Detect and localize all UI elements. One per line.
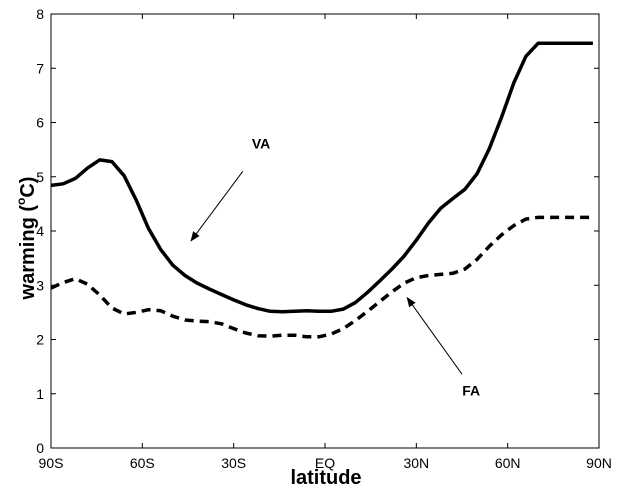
series-layer	[50, 41, 593, 339]
annotations: VA FA	[190, 136, 480, 398]
annotation-label-va: VA	[252, 136, 270, 152]
annotation-label-fa: FA	[462, 382, 480, 398]
svg-text:warming (oC): warming (oC)	[14, 177, 39, 301]
x-tick-label: 30S	[221, 455, 246, 471]
y-tick-label: 2	[36, 332, 44, 348]
series-line-fa	[50, 215, 593, 339]
y-axis-title-degree: o	[14, 198, 28, 205]
annotation-arrow-fa	[406, 296, 463, 375]
x-tick-label: 60N	[495, 455, 521, 471]
y-axis: 0 1 2 3 4 5 6 7 8	[36, 6, 599, 456]
y-axis-title-unit: C)	[17, 177, 39, 198]
x-tick-label: 60S	[130, 455, 155, 471]
annotation-arrow-va	[190, 171, 244, 242]
y-tick-label: 4	[36, 223, 44, 239]
x-tick-label: EQ	[315, 455, 335, 471]
y-axis-title-main: warming (	[17, 205, 39, 301]
x-axis: 90S 60S 30S EQ 30N 60N 90N	[39, 14, 612, 471]
y-tick-label: 7	[36, 60, 44, 76]
x-tick-label: 90N	[586, 455, 612, 471]
y-axis-title: warming (oC)	[14, 177, 39, 301]
y-tick-label: 0	[36, 440, 44, 456]
y-tick-label: 6	[36, 115, 44, 131]
y-tick-label: 1	[36, 386, 44, 402]
x-tick-label: 90S	[39, 455, 64, 471]
y-tick-label: 5	[36, 169, 44, 185]
x-tick-label: 30N	[403, 455, 429, 471]
y-tick-label: 3	[36, 277, 44, 293]
x-axis-title: latitude	[290, 467, 361, 488]
series-line-va	[50, 41, 593, 314]
y-tick-label: 8	[36, 6, 44, 22]
